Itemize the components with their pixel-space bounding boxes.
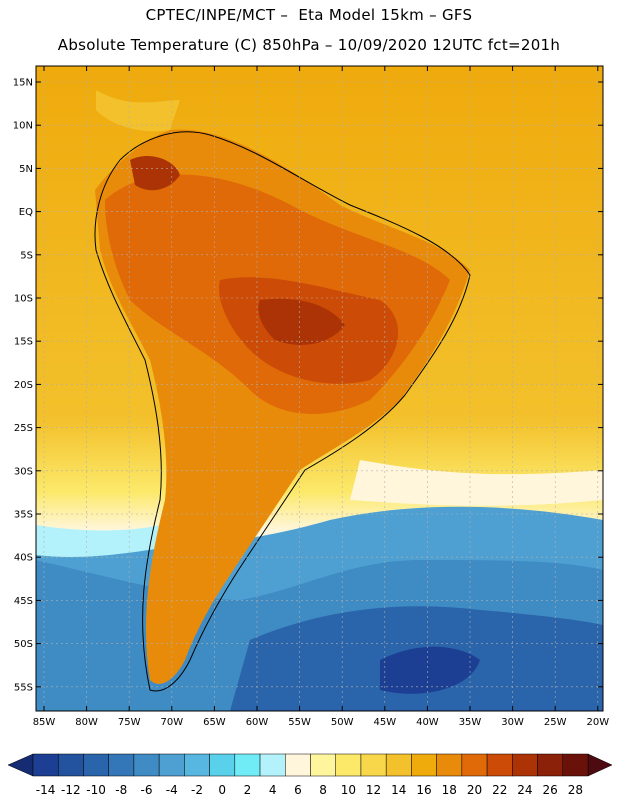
colorbar-label: 16: [416, 783, 431, 797]
colorbar-box: [108, 753, 135, 777]
colorbar-box: [537, 753, 564, 777]
lat-label: 10N: [13, 121, 33, 132]
colorbar-box: [259, 753, 286, 777]
lat-label: 15S: [14, 337, 33, 348]
colorbar-arrow-left: [7, 753, 34, 777]
colorbar-box: [411, 753, 437, 777]
colorbar-label: 6: [294, 783, 302, 797]
lon-label: 85W: [33, 717, 56, 728]
lat-label: 30S: [14, 466, 33, 477]
colorbar-label: 26: [543, 783, 558, 797]
colorbar-label: -2: [191, 783, 203, 797]
colorbar-box: [158, 753, 185, 777]
colorbar-arrow-right: [587, 753, 613, 777]
colorbar-label: -6: [141, 783, 153, 797]
lon-label: 70W: [160, 717, 183, 728]
lon-label: 40W: [416, 717, 439, 728]
colorbar-label: 18: [442, 783, 457, 797]
colorbar-box: [562, 753, 589, 777]
mild-band: [350, 460, 603, 506]
lon-label: 35W: [459, 717, 482, 728]
colorbar-box: [133, 753, 160, 777]
colorbar-box: [486, 753, 513, 777]
lat-label: 5N: [19, 164, 33, 175]
colorbar-boxes: [32, 753, 589, 777]
lon-label: 30W: [501, 717, 524, 728]
lon-label: 45W: [373, 717, 396, 728]
colorbar-label: 28: [568, 783, 583, 797]
lat-lon-grid: [36, 66, 603, 711]
colorbar-labels: -14 -12 -10 -8 -6 -4 -2 0 2 4 6 8 10 12 14 16 18 20 22 24 26…: [36, 783, 583, 797]
lon-label: 25W: [544, 717, 567, 728]
lon-label: 50W: [331, 717, 354, 728]
lon-label: 60W: [246, 717, 269, 728]
colorbar-box: [436, 753, 463, 777]
colorbar-box: [285, 753, 311, 777]
colorbar-box: [83, 753, 109, 777]
lon-label: 20W: [586, 717, 609, 728]
colorbar-label: -4: [166, 783, 178, 797]
colorbar-box: [184, 753, 210, 777]
lat-label: 55S: [14, 682, 33, 693]
lat-label: 20S: [14, 380, 33, 391]
colorbar-box: [461, 753, 488, 777]
title-line-2: Absolute Temperature (C) 850hPa – 10/09/…: [57, 36, 561, 54]
colorbar-label: -14: [36, 783, 56, 797]
lat-label: EQ: [19, 207, 33, 218]
colorbar-box: [234, 753, 261, 777]
colorbar-label: 4: [269, 783, 277, 797]
lon-label: 80W: [75, 717, 98, 728]
lat-label: 40S: [14, 553, 33, 564]
lat-label: 5S: [20, 250, 33, 261]
map-frame: [35, 65, 604, 712]
colorbar-label: 12: [366, 783, 381, 797]
colorbar-label: -10: [86, 783, 106, 797]
colorbar-label: 24: [517, 783, 532, 797]
colorbar-label: 20: [467, 783, 482, 797]
colorbar-box: [360, 753, 387, 777]
lat-label: 45S: [14, 596, 33, 607]
lon-label: 65W: [203, 717, 226, 728]
lat-label: 10S: [14, 294, 33, 305]
lat-label: 15N: [13, 78, 33, 89]
temperature-field: [36, 66, 603, 711]
colorbar-label: -12: [61, 783, 81, 797]
colorbar-box: [57, 753, 84, 777]
colorbar-box: [512, 753, 538, 777]
title-line-1: CPTEC/INPE/MCT – Eta Model 15km – GFS: [145, 6, 473, 24]
cool-band: [36, 520, 180, 557]
lon-label: 75W: [118, 717, 141, 728]
colorbar-box: [32, 753, 59, 777]
colorbar-box: [209, 753, 236, 777]
colorbar-box: [310, 753, 336, 777]
colorbar-label: 10: [341, 783, 356, 797]
longitude-labels: 85W 80W 75W 70W 65W 60W 55W 50W 45W 40W 35W 30W 25W 2…: [33, 717, 610, 728]
lat-label: 50S: [14, 639, 33, 650]
colorbar-box: [335, 753, 362, 777]
lon-label: 55W: [288, 717, 311, 728]
hot-core-north: [130, 155, 180, 191]
hot-core: [258, 298, 345, 345]
colorbar-label: 14: [391, 783, 406, 797]
colorbar-label: 8: [319, 783, 327, 797]
lat-label: 35S: [14, 510, 33, 521]
colorbar-label: 22: [492, 783, 507, 797]
north-patch: [96, 90, 180, 132]
coastline: [94, 131, 471, 692]
colorbar-box: [385, 753, 412, 777]
colorbar-label: 0: [218, 783, 226, 797]
colorbar: -14 -12 -10 -8 -6 -4 -2 0 2 4 6 8 10 12 14 16 18 20 22 24 26…: [7, 753, 613, 797]
colorbar-label: 2: [244, 783, 252, 797]
lat-label: 25S: [14, 423, 33, 434]
colorbar-label: -8: [115, 783, 127, 797]
latitude-labels: 15N 10N 5N EQ 5S 10S 15S 20S 25S 30S 35S 40S 45S 50S 5…: [13, 78, 33, 694]
coldest-core: [380, 646, 480, 694]
